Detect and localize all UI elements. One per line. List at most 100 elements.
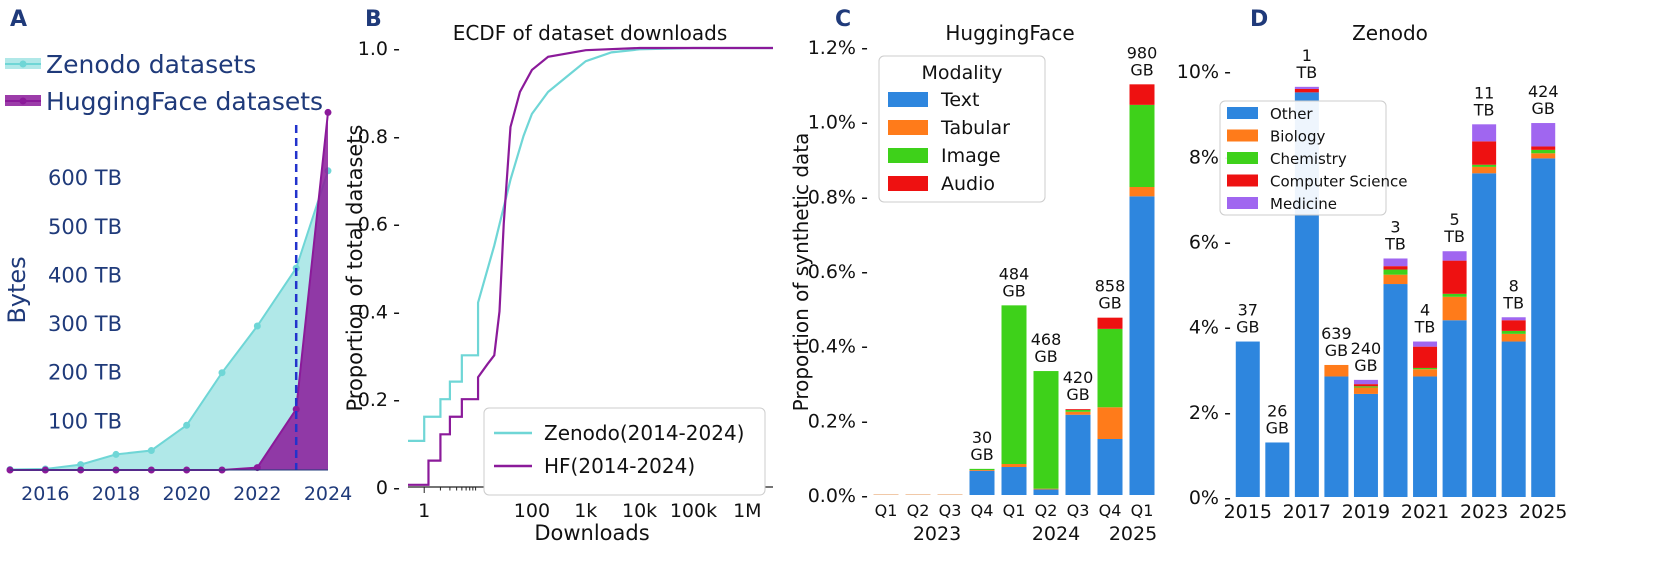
y-tick-label: 0.8 bbox=[358, 126, 388, 148]
bar-segment-computer-science bbox=[1294, 88, 1319, 93]
y-axis-label: Proportion of synthetic data bbox=[789, 133, 813, 412]
data-point bbox=[183, 421, 191, 429]
bar-value-label: 980 bbox=[1127, 43, 1158, 62]
area-huggingface bbox=[10, 112, 328, 471]
bar-segment-text bbox=[1033, 489, 1059, 495]
bar-value-label: GB bbox=[1098, 294, 1121, 313]
legend-swatch bbox=[1227, 197, 1258, 209]
bar-segment-text bbox=[1001, 467, 1027, 495]
x-tick-label: Q1 bbox=[1003, 501, 1026, 520]
bar-segment-image bbox=[1033, 371, 1059, 489]
y-tick-dash: - bbox=[393, 301, 400, 323]
bar-segment-other bbox=[1413, 376, 1438, 497]
bar-value-label: GB bbox=[1236, 318, 1259, 337]
panel-label-c: C bbox=[835, 7, 851, 32]
legend-label: Zenodo datasets bbox=[46, 50, 256, 79]
line-zenodo bbox=[9, 170, 329, 471]
bar-segment-tabular bbox=[1033, 488, 1059, 490]
x-tick-label: 1M bbox=[733, 500, 761, 522]
legend-swatch bbox=[888, 176, 928, 191]
bar-value-label: TB bbox=[1502, 293, 1524, 312]
bar-value-label: 420 bbox=[1063, 368, 1094, 387]
legend-label: Other bbox=[1270, 105, 1313, 123]
bar-segment-biology bbox=[1472, 166, 1497, 174]
bar-segment-computer-science bbox=[1501, 320, 1526, 331]
data-point bbox=[147, 447, 155, 455]
bar-segment-audio bbox=[1065, 409, 1091, 410]
bar-segment-other bbox=[1472, 173, 1497, 497]
y-tick-label: 0.0% bbox=[808, 485, 856, 507]
y-tick-dash: - bbox=[393, 389, 400, 411]
y-tick-dash: - bbox=[861, 336, 868, 358]
bar-segment-biology bbox=[1383, 274, 1408, 285]
bar-segment-chemistry bbox=[1472, 164, 1497, 167]
y-tick-label: 600 TB bbox=[48, 166, 122, 190]
y-tick-label: 6% bbox=[1189, 231, 1219, 253]
y-tick-label: 0.2% bbox=[808, 410, 856, 432]
area-zenodo bbox=[10, 170, 328, 471]
legend-label: Computer Science bbox=[1270, 173, 1407, 191]
bar-empty bbox=[873, 494, 899, 495]
bar-segment-medicine bbox=[1383, 258, 1408, 267]
legend-label: Zenodo(2014-2024) bbox=[544, 421, 744, 445]
y-tick-label: 8% bbox=[1189, 146, 1219, 168]
bar-segment-biology bbox=[1324, 364, 1349, 377]
x-tick-label: Q4 bbox=[1099, 501, 1122, 520]
bar-value-label: TB bbox=[1384, 234, 1406, 253]
chart-title: ECDF of dataset downloads bbox=[453, 21, 728, 45]
panel-label-b: B bbox=[365, 7, 382, 32]
bar-value-label: 639 bbox=[1321, 324, 1352, 343]
y-tick-label: 1.2% bbox=[808, 37, 856, 59]
y-tick-dash: - bbox=[393, 126, 400, 148]
y-tick-dash: - bbox=[861, 485, 868, 507]
y-tick-dash: - bbox=[1224, 231, 1231, 253]
y-tick-dash: - bbox=[1224, 61, 1231, 83]
x-tick-label: Q1 bbox=[875, 501, 898, 520]
bar-segment-biology bbox=[1353, 387, 1378, 394]
ecdf-line-zenodo bbox=[408, 46, 773, 443]
bar-value-label: 26 bbox=[1267, 401, 1287, 420]
bar-segment-other bbox=[1442, 320, 1467, 497]
x-tick-label: 100k bbox=[670, 500, 717, 522]
bar-segment-computer-science bbox=[1442, 260, 1467, 294]
bar-segment-medicine bbox=[1294, 86, 1319, 89]
x-tick-label: 10k bbox=[622, 500, 657, 522]
bar-segment-image bbox=[1129, 104, 1155, 187]
data-point bbox=[77, 461, 85, 469]
x-tick-label: 2019 bbox=[1342, 501, 1390, 523]
y-tick-dash: - bbox=[861, 112, 868, 134]
y-tick-dash: - bbox=[1224, 402, 1231, 424]
legend-label: Medicine bbox=[1270, 195, 1337, 213]
bar-segment-medicine bbox=[1442, 251, 1467, 261]
bar-value-label: 4 bbox=[1420, 301, 1430, 320]
y-tick-dash: - bbox=[861, 261, 868, 283]
bar-segment-medicine bbox=[1413, 341, 1438, 347]
y-axis-label: Bytes bbox=[3, 256, 31, 323]
bar-segment-computer-science bbox=[1472, 141, 1497, 165]
legend-label: Tabular bbox=[940, 117, 1010, 139]
y-tick-dash: - bbox=[861, 37, 868, 59]
panel-label-a: A bbox=[10, 7, 27, 32]
legend-swatch bbox=[1227, 152, 1258, 164]
y-tick-label: 0.8% bbox=[808, 186, 856, 208]
bar-segment-tabular bbox=[1097, 407, 1123, 439]
x-tick-label: 2021 bbox=[1401, 501, 1449, 523]
bar-value-label: 424 bbox=[1528, 82, 1559, 101]
year-label: 2024 bbox=[1032, 523, 1080, 545]
y-tick-label: 0.6 bbox=[358, 214, 388, 236]
legend-marker bbox=[19, 60, 27, 68]
bar-value-label: GB bbox=[1066, 385, 1089, 404]
bar-value-label: 8 bbox=[1509, 276, 1519, 295]
bar-segment-text bbox=[969, 470, 995, 495]
bar-value-label: TB bbox=[1414, 318, 1436, 337]
y-tick-dash: - bbox=[393, 38, 400, 60]
y-tick-label: 4% bbox=[1189, 317, 1219, 339]
x-tick-label: Q2 bbox=[1035, 501, 1058, 520]
bar-segment-medicine bbox=[1531, 123, 1556, 147]
bar-segment-other bbox=[1235, 341, 1260, 497]
y-tick-label: 400 TB bbox=[48, 263, 122, 287]
bar-value-label: GB bbox=[1130, 60, 1153, 79]
bar-value-label: TB bbox=[1295, 63, 1317, 82]
year-label: 2025 bbox=[1109, 523, 1157, 545]
